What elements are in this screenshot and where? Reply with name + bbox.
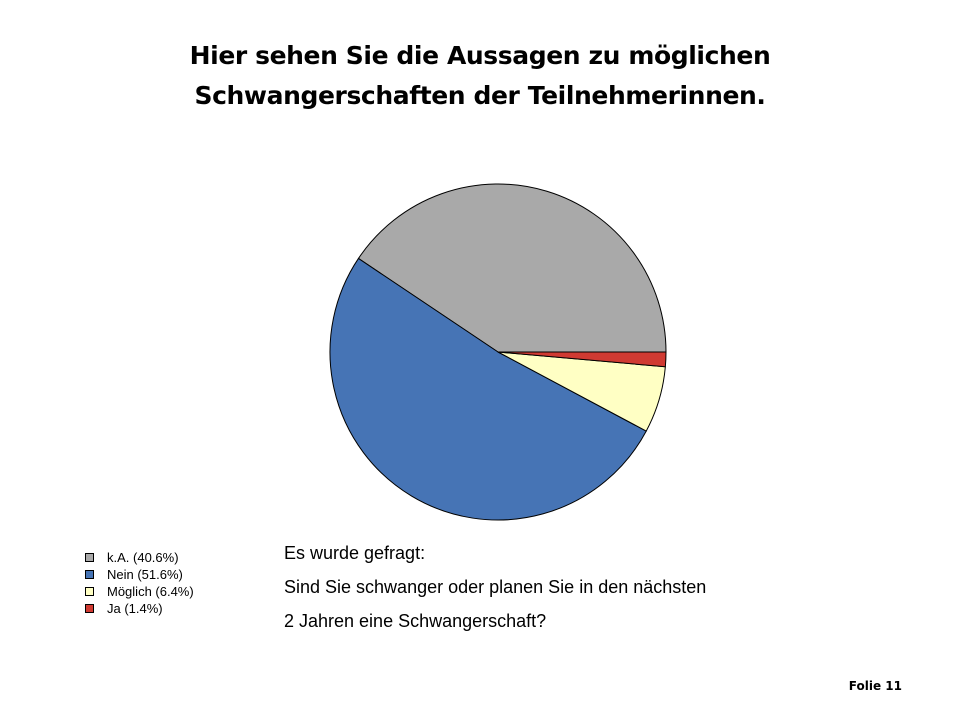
legend-label-ka: k.A. (40.6%)	[107, 550, 179, 565]
legend-swatch-ja	[85, 604, 94, 613]
pie-slice-nein	[329, 257, 647, 521]
slide-number: Folie 11	[848, 679, 902, 693]
legend-swatch-nein	[85, 570, 94, 579]
legend-swatch-ka	[85, 553, 94, 562]
question-text: Es wurde gefragt: Sind Sie schwanger ode…	[284, 539, 706, 641]
slide-title: Hier sehen Sie die Aussagen zu möglichen…	[0, 36, 960, 116]
pie-slice-ja	[497, 351, 667, 368]
legend-swatch-moeglich	[85, 587, 94, 596]
title-line-2: Schwangerschaften der Teilnehmerinnen.	[194, 81, 766, 110]
legend-item-moeglich: Möglich (6.4%)	[85, 583, 194, 600]
title-line-1: Hier sehen Sie die Aussagen zu möglichen	[189, 41, 771, 70]
legend-label-moeglich: Möglich (6.4%)	[107, 584, 194, 599]
question-line-1: Sind Sie schwanger oder planen Sie in de…	[284, 577, 707, 597]
legend-item-ka: k.A. (40.6%)	[85, 549, 194, 566]
legend-label-ja: Ja (1.4%)	[107, 601, 163, 616]
chart-legend: k.A. (40.6%) Nein (51.6%) Möglich (6.4%)…	[85, 549, 194, 617]
question-intro: Es wurde gefragt:	[284, 543, 426, 563]
pie-slice-ka	[357, 183, 667, 353]
legend-item-ja: Ja (1.4%)	[85, 600, 194, 617]
legend-label-nein: Nein (51.6%)	[107, 567, 183, 582]
legend-item-nein: Nein (51.6%)	[85, 566, 194, 583]
pie-chart	[329, 183, 667, 521]
question-line-2: 2 Jahren eine Schwangerschaft?	[284, 611, 547, 631]
